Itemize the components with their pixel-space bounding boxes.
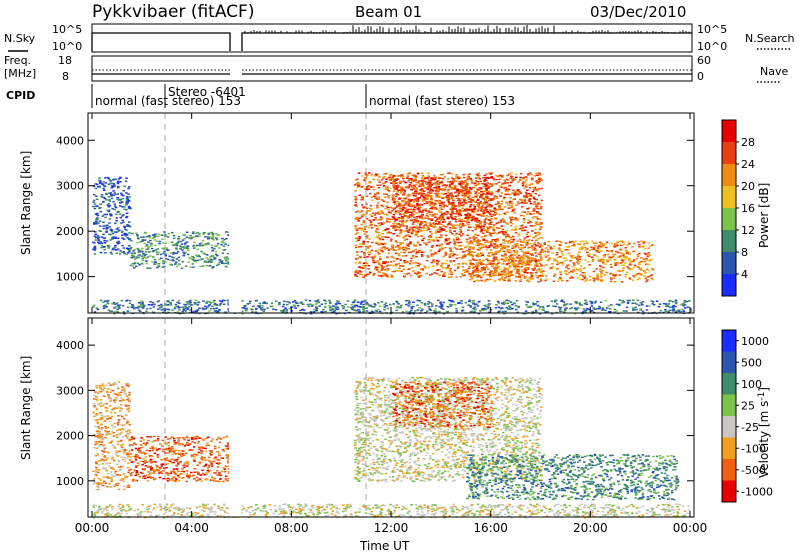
power-colorbar-tick-label-6: 28	[741, 136, 755, 149]
freq-tick-top: 18	[58, 54, 72, 67]
nave-tick-top: 60	[697, 54, 711, 67]
velocity-colorbar-tick-label-3: 25	[741, 399, 755, 412]
power-colorbar-tick-label-0: 4	[741, 268, 748, 281]
x-tick-label-2: 08:00	[274, 521, 309, 535]
x-tick-label-6: 00:00	[673, 521, 708, 535]
velocity-colorbar-swatch-6	[722, 459, 736, 481]
y-tick-label-0-1: 2000	[56, 225, 84, 238]
velocity-unit-text: Velocity [m s	[757, 401, 771, 478]
velocity-unit-exponent: -1	[757, 392, 767, 401]
x-tick-label-0: 00:00	[75, 521, 110, 535]
velocity-unit-close: ]	[757, 387, 771, 392]
power-colorbar-swatch-1	[722, 252, 736, 274]
power-heatmap	[92, 113, 693, 315]
velocity-colorbar-label: Velocity [m s-1]	[757, 387, 771, 478]
velocity-heatmap	[92, 318, 691, 519]
y-tick-label-0-3: 4000	[56, 134, 84, 147]
y-tick-label-0-2: 3000	[56, 180, 84, 193]
x-tick-label-5: 20:00	[573, 521, 608, 535]
nsky-tick-top: 10^5	[52, 23, 82, 36]
freq-label-line2: [MHz]	[4, 67, 36, 80]
freq-tick-bottom: 8	[62, 70, 69, 83]
nave-label: Nave	[760, 65, 788, 78]
nsearch-tick-top: 10^5	[697, 23, 727, 36]
velocity-colorbar-tick-label-1: 500	[741, 356, 762, 369]
beam-label: Beam 01	[355, 3, 422, 21]
x-tick-label-3: 12:00	[374, 521, 409, 535]
nsky-label: N.Sky	[4, 32, 36, 45]
velocity-colorbar-tick-label-5: -100	[741, 442, 766, 455]
velocity-colorbar-swatch-5	[722, 437, 736, 459]
power-region-1	[129, 231, 232, 269]
power-region-5	[92, 299, 693, 315]
cpid-label: CPID	[6, 89, 35, 102]
nsky-panel-frame	[91, 23, 693, 53]
freq-panel-frame	[91, 55, 693, 82]
velocity-colorbar-frame	[721, 329, 737, 503]
velocity-colorbar-swatch-2	[722, 373, 736, 395]
y-tick-label-1-1: 2000	[56, 430, 84, 443]
velocity-region-3	[392, 381, 494, 428]
velocity-region-1	[129, 435, 232, 483]
velocity-colorbar-tick-label-6: -500	[741, 464, 766, 477]
y-tick-label-1-0: 1000	[56, 475, 84, 488]
cpid-segment-stereo: Stereo -6401	[168, 85, 246, 99]
power-colorbar: 4 8 12 16 20 24 28	[721, 119, 755, 297]
date-label: 03/Dec/2010	[590, 3, 686, 21]
power-data-gap-0	[229, 113, 242, 313]
power-colorbar-swatch-6	[722, 142, 736, 164]
x-tick-label-4: 16:00	[473, 521, 508, 535]
power-colorbar-swatch-2	[722, 230, 736, 252]
x-axis-label: Time UT	[359, 539, 410, 553]
y-tick-label-0-0: 1000	[56, 271, 84, 284]
nsky-trace-spikes	[244, 25, 690, 33]
y-tick-label-1-3: 4000	[56, 339, 84, 352]
nsky-tick-bottom: 10^0	[52, 40, 82, 53]
power-colorbar-tick-label-4: 20	[741, 180, 755, 193]
y-axes: 1000 2000 3000 4000 1000 2000 3000 4000	[56, 134, 694, 488]
velocity-colorbar: 1000 500 100 25 -25 -100 -500 -1000	[721, 329, 773, 503]
velocity-colorbar-swatch-4	[722, 416, 736, 438]
velocity-colorbar-tick-label-0: 1000	[741, 335, 769, 348]
velocity-data-gap-0	[229, 318, 242, 517]
power-colorbar-tick-label-5: 24	[741, 158, 755, 171]
power-colorbar-tick-label-1: 8	[741, 246, 748, 259]
power-region-0	[92, 176, 132, 256]
nave-tick-bottom: 0	[697, 70, 704, 83]
x-tick-label-1: 04:00	[174, 521, 209, 535]
velocity-colorbar-tick-label-2: 100	[741, 378, 762, 391]
nsky-spike-path	[244, 25, 690, 33]
velocity-y-axis-label: Slant Range [km]	[19, 356, 33, 460]
power-colorbar-swatch-3	[722, 208, 736, 230]
power-colorbar-tick-label-3: 16	[741, 202, 755, 215]
velocity-colorbar-tick-label-4: -25	[741, 421, 759, 434]
power-colorbar-swatch-5	[722, 164, 736, 186]
freq-label-line1: Freq.	[4, 54, 31, 67]
velocity-region-4	[465, 453, 680, 501]
x-axis: 00:00 04:00 08:00 12:00 16:00 20:00 00:00	[75, 113, 708, 535]
power-y-axis-label: Slant Range [km]	[19, 151, 33, 255]
velocity-region-2	[353, 376, 543, 483]
cpid-segment-normal-1: normal (fast stereo) 153	[95, 94, 241, 108]
cpid-segment-normal-2: normal (fast stereo) 153	[369, 94, 515, 108]
velocity-colorbar-swatch-7	[722, 480, 736, 502]
velocity-colorbar-swatch-3	[722, 394, 736, 416]
power-colorbar-swatch-7	[722, 120, 736, 142]
power-colorbar-label: Power [dB]	[757, 183, 771, 248]
power-colorbar-tick-label-2: 12	[741, 224, 755, 237]
power-colorbar-swatch-0	[722, 274, 736, 296]
plot-title: Pykkvibaer (fitACF)	[92, 2, 254, 22]
power-colorbar-swatch-4	[722, 186, 736, 208]
nsky-trace	[91, 32, 692, 51]
velocity-region-0	[92, 381, 132, 491]
velocity-colorbar-swatch-1	[722, 351, 736, 373]
power-region-4	[465, 240, 655, 283]
y-tick-label-1-2: 3000	[56, 384, 84, 397]
nsearch-label: N.Search	[745, 32, 795, 45]
nsearch-tick-bottom: 10^0	[697, 40, 727, 53]
power-region-3	[391, 176, 494, 233]
velocity-colorbar-swatch-0	[722, 330, 736, 352]
velocity-colorbar-tick-label-7: -1000	[741, 485, 773, 498]
